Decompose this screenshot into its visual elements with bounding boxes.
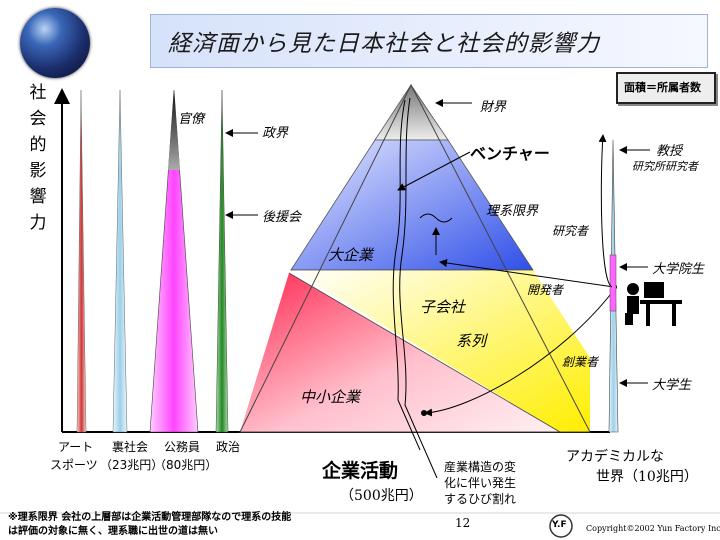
label-daigakuinsei: 大学院生	[652, 262, 705, 277]
label-ura: 裏社会	[112, 440, 149, 454]
pyramid-top	[374, 84, 449, 141]
label-kouenkai: 後援会	[262, 210, 302, 225]
label-kigyo-katsudo: 企業活動	[322, 460, 399, 482]
label-daikigyo: 大企業	[328, 246, 374, 264]
label-ura-amount: （23兆円）	[100, 458, 164, 472]
label-rikei-genkai: 理系限界	[486, 204, 539, 219]
label-seiji: 政治	[216, 440, 241, 454]
label-split-3: するひび割れ	[444, 492, 517, 506]
label-kaihatsusha: 開発者	[527, 283, 564, 297]
label-chusho: 中小企業	[300, 388, 361, 406]
label-split-1: 産業構造の変	[444, 460, 517, 474]
legend-box	[616, 72, 716, 104]
spire-koumuin	[149, 89, 199, 433]
label-zaikai: 財界	[480, 100, 507, 115]
label-sports: スポーツ	[50, 458, 98, 472]
label-keiretsu: 系列	[456, 332, 487, 350]
label-seikai: 政界	[262, 126, 289, 141]
crack-line-2	[399, 97, 438, 479]
label-koumuin: 公務員	[164, 440, 201, 454]
title-banner	[150, 14, 708, 68]
rikei-wave	[419, 213, 453, 223]
dot-chusho	[421, 410, 427, 416]
label-kyoju: 教授	[656, 144, 683, 159]
label-kenkyusha: 研究者	[552, 224, 589, 238]
label-art: アート	[58, 440, 94, 454]
researcher-icon	[625, 282, 682, 326]
pyramid-outline	[239, 83, 591, 433]
crack-line-1	[392, 99, 421, 451]
spire-koumuin-top	[168, 90, 180, 170]
label-koumuin-amount: （80兆円）	[154, 458, 218, 472]
page-title: 経済面から見た日本社会と社会的影響力	[168, 31, 600, 57]
footer-note-2: は評価の対象に無く、理系職に出世の道は無い	[8, 526, 218, 537]
label-daigakusei: 大学生	[652, 378, 692, 393]
label-split-2: 化に伴い発生	[444, 476, 517, 490]
label-kenkyujo: 研究所研究者	[632, 160, 698, 173]
pyramid-yellow	[291, 270, 590, 432]
globe-logo	[20, 8, 90, 78]
label-kanryo: 官僚	[178, 112, 205, 127]
label-kigyo-amount: （500兆円）	[340, 488, 423, 504]
label-venture: ベンチャー	[470, 144, 550, 163]
label-kogaisha: 子会社	[420, 298, 466, 316]
arrow-venture	[397, 151, 471, 191]
arrow-kaihatsusha	[439, 259, 615, 288]
legend-note: 面積＝所属者数	[624, 81, 701, 94]
label-academia-title2: 世界（10兆円）	[596, 469, 698, 485]
spire-ura	[112, 89, 128, 433]
copyright: Copyright©2002 Yun Factory Inc.	[586, 524, 720, 533]
academia-band	[609, 254, 617, 312]
arrow-sogyosha	[424, 289, 615, 417]
pyramid-red	[240, 273, 560, 432]
spire-art	[76, 89, 87, 433]
page-number: 12	[455, 516, 471, 530]
yf-logo-text: Y.F	[552, 520, 567, 530]
academia-loop	[598, 134, 613, 288]
pyramid-red-edge	[288, 272, 561, 433]
label-sogyosha: 創業者	[562, 355, 599, 369]
y-axis-label: 社会的影響力	[29, 83, 47, 233]
footer-note-1: ※理系限界 会社の上層部は企業活動管理部隊なので理系の技能	[8, 512, 292, 523]
spire-seiji	[215, 89, 229, 433]
label-academia-title1: アカデミカルな	[566, 449, 664, 465]
yf-logo-circle	[549, 514, 573, 538]
